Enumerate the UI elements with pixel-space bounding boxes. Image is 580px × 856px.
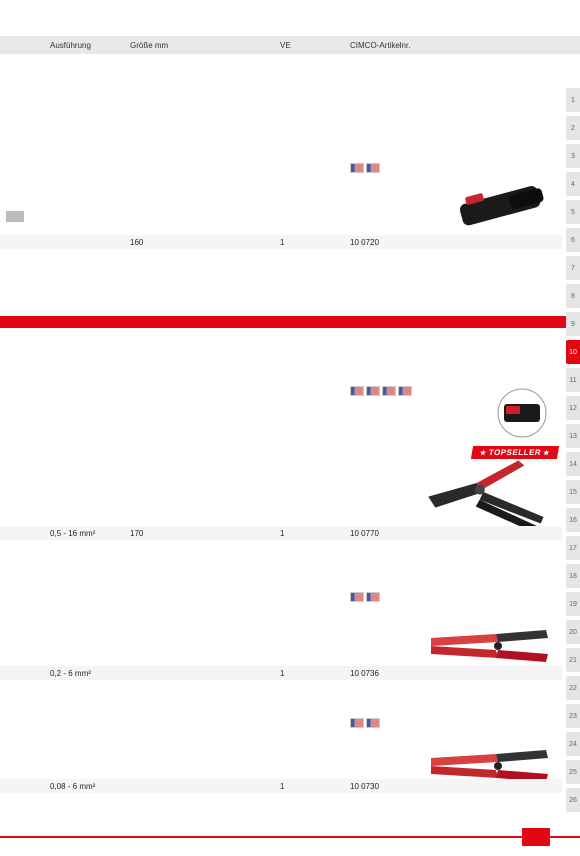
- chapter-tab-2[interactable]: 2: [566, 116, 580, 140]
- cell-artikel: 10 0770: [350, 529, 480, 538]
- cell-groesse: 170: [130, 529, 280, 538]
- section-label: [6, 211, 24, 222]
- cell-ausf: 0,08 - 6 mm²: [0, 782, 130, 791]
- chapter-tab-23[interactable]: 23: [566, 704, 580, 728]
- chapter-tab-18[interactable]: 18: [566, 564, 580, 588]
- table-row: 0,08 - 6 mm² 1 10 0730: [0, 779, 562, 793]
- cell-ve: 1: [280, 238, 350, 247]
- cable-icon: [350, 718, 364, 728]
- chapter-tab-24[interactable]: 24: [566, 732, 580, 756]
- chapter-tab-14[interactable]: 14: [566, 452, 580, 476]
- cable-type-icons-2: [350, 386, 412, 396]
- chapter-tab-3[interactable]: 3: [566, 144, 580, 168]
- cell-groesse: 160: [130, 238, 280, 247]
- col-artikel-header: CIMCO-Artikelnr.: [350, 41, 480, 50]
- table-row: 160 1 10 0720: [0, 235, 562, 249]
- cell-ve: 1: [280, 782, 350, 791]
- chapter-tab-11[interactable]: 11: [566, 368, 580, 392]
- chapter-tab-17[interactable]: 17: [566, 536, 580, 560]
- cable-type-icons-3: [350, 592, 380, 602]
- chapter-tab-9[interactable]: 9: [566, 312, 580, 336]
- chapter-tab-25[interactable]: 25: [566, 760, 580, 784]
- chapter-tab-13[interactable]: 13: [566, 424, 580, 448]
- chapter-tab-15[interactable]: 15: [566, 480, 580, 504]
- col-ve-header: VE: [280, 41, 350, 50]
- cable-icon: [350, 386, 364, 396]
- cable-icon: [366, 718, 380, 728]
- cable-icon: [382, 386, 396, 396]
- chapter-tab-19[interactable]: 19: [566, 592, 580, 616]
- cable-icon: [366, 386, 380, 396]
- chapter-tabs: 1234567891011121314151617181920212223242…: [566, 88, 580, 816]
- cable-icon: [398, 386, 412, 396]
- chapter-tab-6[interactable]: 6: [566, 228, 580, 252]
- tool-image-1: [440, 176, 550, 236]
- red-divider: [0, 316, 566, 328]
- table-row: 0,5 - 16 mm² 170 1 10 0770: [0, 526, 562, 540]
- table-row: 0,2 - 6 mm² 1 10 0736: [0, 666, 562, 680]
- cable-type-icons-1: [350, 163, 380, 173]
- detail-image: [492, 388, 552, 438]
- chapter-tab-20[interactable]: 20: [566, 620, 580, 644]
- cell-artikel: 10 0720: [350, 238, 480, 247]
- chapter-tab-16[interactable]: 16: [566, 508, 580, 532]
- footer-divider: [0, 836, 580, 838]
- cable-icon: [350, 163, 364, 173]
- chapter-tab-10[interactable]: 10: [566, 340, 580, 364]
- cable-icon: [350, 592, 364, 602]
- chapter-tab-1[interactable]: 1: [566, 88, 580, 112]
- chapter-tab-26[interactable]: 26: [566, 788, 580, 812]
- chapter-tab-7[interactable]: 7: [566, 256, 580, 280]
- chapter-tab-22[interactable]: 22: [566, 676, 580, 700]
- cell-artikel: 10 0730: [350, 782, 480, 791]
- col-groesse-header: Größe mm: [130, 41, 280, 50]
- page-number-block: [522, 828, 550, 846]
- cell-ve: 1: [280, 529, 350, 538]
- chapter-tab-8[interactable]: 8: [566, 284, 580, 308]
- cell-ausf: 0,5 - 16 mm²: [0, 529, 130, 538]
- cable-type-icons-4: [350, 718, 380, 728]
- tool-image-3: [426, 616, 556, 671]
- chapter-tab-21[interactable]: 21: [566, 648, 580, 672]
- cable-icon: [366, 163, 380, 173]
- section-label-wrap: [0, 211, 24, 222]
- cable-icon: [366, 592, 380, 602]
- cell-ve: 1: [280, 669, 350, 678]
- chapter-tab-5[interactable]: 5: [566, 200, 580, 224]
- chapter-tab-4[interactable]: 4: [566, 172, 580, 196]
- col-ausfuehrung-header: Ausführung: [0, 41, 130, 50]
- cell-ausf: 0,2 - 6 mm²: [0, 669, 130, 678]
- table-header: Ausführung Größe mm VE CIMCO-Artikelnr.: [0, 36, 580, 54]
- cell-artikel: 10 0736: [350, 669, 480, 678]
- chapter-tab-12[interactable]: 12: [566, 396, 580, 420]
